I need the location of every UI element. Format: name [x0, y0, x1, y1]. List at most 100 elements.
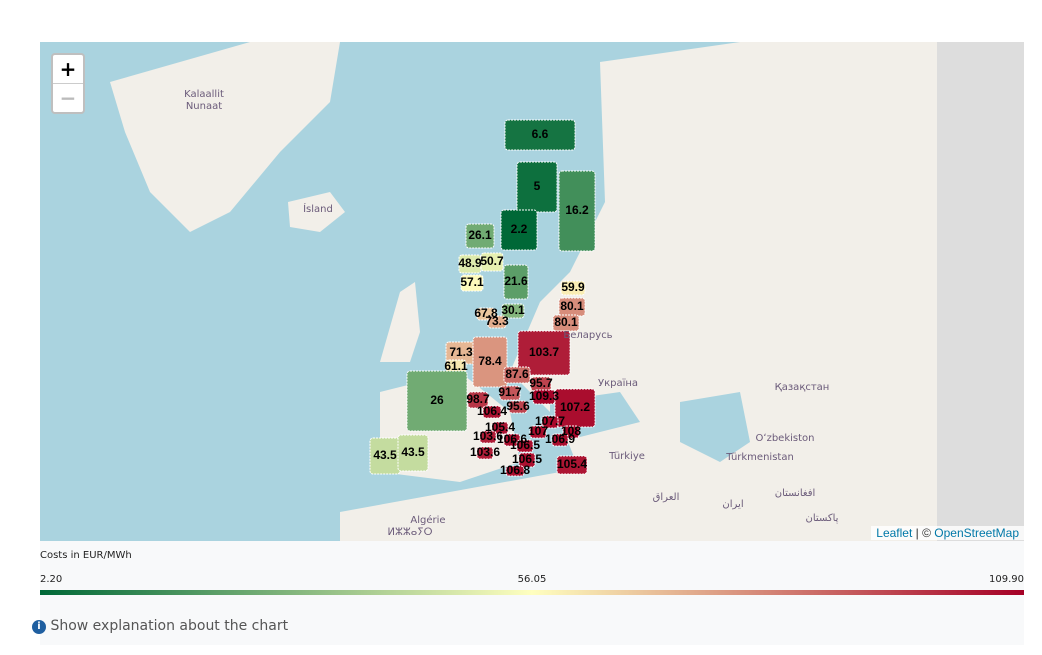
colorbar-tick: 2.20 — [40, 574, 63, 585]
region-value: 57.1 — [460, 275, 484, 289]
region-value: 103.6 — [470, 445, 500, 459]
region — [491, 421, 509, 435]
region — [505, 465, 525, 477]
region — [554, 388, 596, 428]
zoom-control: + − — [51, 53, 85, 114]
place-label: افغانستان — [775, 488, 816, 499]
region — [516, 439, 534, 453]
region-value: 108 — [561, 424, 581, 438]
region — [500, 209, 538, 251]
region — [482, 405, 502, 419]
land — [380, 282, 420, 362]
explanation-toggle[interactable]: i Show explanation about the chart — [32, 618, 288, 634]
place-label: العراق — [653, 492, 680, 503]
place-label: Kalaallit Nunaat — [184, 89, 224, 112]
region-value: 95.6 — [506, 399, 530, 413]
zoom-out[interactable]: − — [53, 83, 83, 112]
region — [558, 170, 596, 252]
place-label: پاکستان — [806, 513, 839, 524]
region — [467, 391, 489, 409]
region-value: 106.9 — [545, 432, 575, 446]
place-label: Україна — [598, 378, 638, 389]
region-value: 95.7 — [529, 376, 553, 390]
attribution: Leaflet | © OpenStreetMap — [871, 526, 1024, 540]
region-value: 107.7 — [535, 414, 565, 428]
region — [508, 400, 528, 414]
region-value: 67.8 — [474, 306, 498, 320]
region-value: 106.5 — [510, 438, 540, 452]
region — [516, 161, 558, 213]
map[interactable]: 6.6 5 16.2 2.2 26.1 48.950.7 57.1 21.6 59.9 80.1 8… — [40, 42, 1024, 541]
region — [530, 376, 552, 392]
region — [458, 254, 482, 274]
caspian — [680, 392, 750, 462]
region — [551, 433, 569, 447]
region-value: 26.1 — [468, 228, 492, 242]
region-value: 80.1 — [560, 299, 584, 313]
region — [472, 336, 508, 388]
region — [517, 330, 571, 376]
region-value: 107.2 — [560, 400, 590, 414]
region-value: 106.5 — [512, 452, 542, 466]
region-value: 103.7 — [529, 345, 559, 359]
colorbar — [40, 590, 1024, 595]
region-value: 80.1 — [554, 315, 578, 329]
place-label: Беларусь — [563, 330, 612, 341]
separator: | © — [915, 526, 931, 540]
region-value: 73.3 — [485, 314, 509, 328]
region — [560, 280, 586, 296]
region-value: 98.7 — [466, 392, 490, 406]
land — [340, 472, 660, 541]
region-value: 5 — [534, 179, 541, 193]
region — [397, 434, 429, 472]
region — [479, 430, 497, 444]
region — [503, 366, 531, 384]
colorbar-tick: 109.90 — [989, 574, 1024, 585]
explanation-text: Show explanation about the chart — [50, 618, 289, 634]
region — [529, 425, 547, 439]
place-label: Türkiye — [608, 451, 645, 462]
region-value: 26 — [430, 393, 444, 407]
region — [518, 452, 536, 468]
land — [288, 192, 345, 232]
place-label: Oʻzbekiston — [756, 433, 815, 444]
region — [503, 433, 521, 447]
colorbar-tick: 56.05 — [517, 574, 547, 585]
region-value: 30.1 — [501, 303, 525, 317]
region-value: 59.9 — [561, 280, 585, 294]
region-value: 106.8 — [500, 463, 530, 477]
region — [406, 370, 468, 432]
region — [504, 119, 576, 151]
osm-link[interactable]: OpenStreetMap — [934, 526, 1019, 540]
region-value: 106.4 — [477, 404, 507, 418]
land — [110, 42, 340, 232]
region-value: 103.6 — [473, 429, 503, 443]
region-value: 71.3 — [449, 345, 473, 359]
region — [480, 252, 504, 272]
place-label: Türkmenistan — [725, 452, 794, 463]
region-value: 6.6 — [532, 127, 549, 141]
place-label: ایران — [722, 499, 743, 510]
zoom-in[interactable]: + — [59, 57, 77, 81]
region-value: 109.3 — [529, 389, 559, 403]
region — [465, 223, 495, 249]
legend: Costs in EUR/MWh 2.20 56.05 109.90 — [40, 541, 1024, 645]
region-value: 16.2 — [565, 203, 589, 217]
region-value: 50.7 — [480, 254, 504, 268]
leaflet-link[interactable]: Leaflet — [876, 526, 913, 540]
region-value: 21.6 — [504, 274, 528, 288]
region-value: 43.5 — [373, 448, 397, 462]
region — [487, 315, 507, 329]
region-value: 61.1 — [444, 359, 468, 373]
region-value: 87.6 — [505, 367, 529, 381]
region-value: 2.2 — [511, 222, 528, 236]
place-label: ⵍⵣⵣⴰⵢⵔ — [388, 527, 433, 538]
region-value: 48.9 — [458, 256, 482, 270]
region — [501, 303, 525, 319]
region-value: 107 — [528, 424, 548, 438]
region-value: 105.4 — [485, 420, 515, 434]
region — [460, 274, 484, 292]
region-value: 105.4 — [557, 457, 587, 471]
place-label: Algérie — [410, 514, 445, 526]
